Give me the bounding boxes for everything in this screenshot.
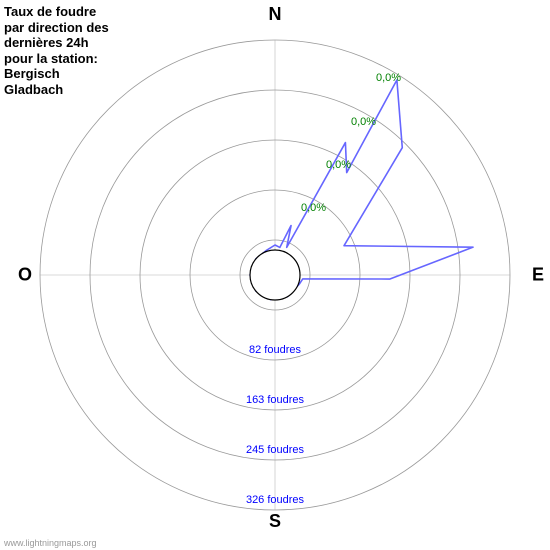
ring-label-top: 0,0%	[351, 116, 376, 128]
ring-label-top: 0,0%	[376, 72, 401, 84]
polar-chart-svg	[0, 0, 550, 550]
ring-label-bottom: 245 foudres	[246, 444, 304, 456]
ring-label-bottom: 326 foudres	[246, 494, 304, 506]
ring-label-top: 0,0%	[326, 159, 351, 171]
ring-label-bottom: 163 foudres	[246, 394, 304, 406]
compass-west: O	[18, 265, 32, 286]
compass-south: S	[269, 511, 281, 532]
ring-label-bottom: 82 foudres	[249, 344, 301, 356]
compass-north: N	[269, 4, 282, 25]
ring-label-top: 0,0%	[301, 202, 326, 214]
compass-east: E	[532, 265, 544, 286]
polar-chart-container: { "title": "Taux de foudre par direction…	[0, 0, 550, 550]
